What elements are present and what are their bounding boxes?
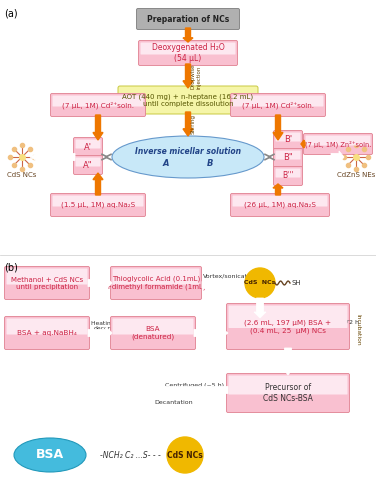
FancyArrow shape	[120, 384, 228, 396]
Text: B': B'	[284, 136, 292, 144]
Text: (7 μL, 1M) Zn²⁺soln.: (7 μL, 1M) Zn²⁺soln.	[305, 140, 371, 148]
FancyArrow shape	[93, 115, 103, 140]
Text: Thioglycolic Acid (0.1mL)
+dimethyl formamide (1mL): Thioglycolic Acid (0.1mL) +dimethyl form…	[106, 276, 206, 290]
FancyBboxPatch shape	[276, 132, 300, 141]
FancyBboxPatch shape	[76, 140, 100, 148]
Text: Heating (~70°C)
decomposition: Heating (~70°C) decomposition	[91, 320, 141, 332]
FancyBboxPatch shape	[232, 196, 327, 206]
FancyArrow shape	[301, 140, 305, 148]
Text: Precursor of
CdS NCs-BSA: Precursor of CdS NCs-BSA	[263, 384, 313, 402]
Text: Preparation of NCs: Preparation of NCs	[147, 14, 229, 24]
Text: A': A'	[84, 142, 92, 152]
FancyBboxPatch shape	[118, 86, 258, 114]
Ellipse shape	[112, 136, 264, 178]
Text: Centrifuged (~5 h): Centrifuged (~5 h)	[165, 382, 224, 388]
Text: Dropwise
injection: Dropwise injection	[191, 63, 202, 89]
FancyBboxPatch shape	[232, 96, 323, 106]
Text: CdZnS NEs: CdZnS NEs	[337, 172, 375, 178]
Ellipse shape	[14, 438, 86, 472]
Text: Vortex/sonication: Vortex/sonication	[203, 274, 258, 278]
Circle shape	[167, 437, 203, 473]
Text: A": A"	[83, 160, 93, 170]
FancyArrow shape	[273, 115, 283, 140]
FancyBboxPatch shape	[50, 194, 146, 216]
FancyBboxPatch shape	[5, 266, 89, 300]
FancyArrow shape	[183, 28, 193, 42]
FancyBboxPatch shape	[76, 158, 100, 166]
Text: BSA + aq.NaBH₄: BSA + aq.NaBH₄	[17, 330, 77, 336]
FancyBboxPatch shape	[50, 94, 146, 116]
FancyBboxPatch shape	[273, 166, 303, 186]
Text: B: B	[207, 158, 213, 168]
FancyBboxPatch shape	[136, 8, 240, 29]
FancyBboxPatch shape	[6, 318, 88, 334]
Text: (2.6 mL, 197 μM) BSA +
(0.4 mL, 25  μM) NCs: (2.6 mL, 197 μM) BSA + (0.4 mL, 25 μM) N…	[244, 320, 332, 334]
Text: B''': B'''	[282, 172, 294, 180]
Text: Decantation: Decantation	[155, 400, 193, 405]
Text: Inverse micellar solution: Inverse micellar solution	[135, 148, 241, 156]
FancyArrow shape	[30, 151, 75, 163]
FancyArrow shape	[194, 327, 228, 339]
FancyBboxPatch shape	[112, 268, 200, 284]
FancyArrow shape	[273, 184, 283, 195]
FancyBboxPatch shape	[138, 40, 238, 66]
Text: (7 μL, 1M) Cd²⁺soln.: (7 μL, 1M) Cd²⁺soln.	[62, 101, 134, 109]
FancyBboxPatch shape	[73, 156, 103, 174]
Text: SH: SH	[291, 280, 301, 286]
Text: (7 μL, 1M) Cd²⁺soln.: (7 μL, 1M) Cd²⁺soln.	[242, 101, 314, 109]
FancyArrow shape	[88, 327, 112, 339]
FancyBboxPatch shape	[276, 168, 300, 177]
FancyArrow shape	[183, 112, 193, 136]
Text: (b): (b)	[4, 262, 18, 272]
Text: A: A	[163, 158, 169, 168]
FancyArrow shape	[331, 151, 344, 163]
FancyArrow shape	[254, 298, 266, 318]
Text: 72 h: 72 h	[345, 320, 359, 324]
FancyBboxPatch shape	[6, 268, 88, 284]
FancyBboxPatch shape	[5, 316, 89, 350]
FancyBboxPatch shape	[273, 130, 303, 150]
FancyBboxPatch shape	[273, 148, 303, 168]
FancyBboxPatch shape	[229, 376, 347, 394]
FancyBboxPatch shape	[73, 138, 103, 156]
FancyBboxPatch shape	[226, 374, 350, 412]
FancyBboxPatch shape	[53, 96, 144, 106]
Text: Stirring: Stirring	[191, 114, 196, 134]
Text: CdS  NCs: CdS NCs	[244, 280, 276, 285]
Circle shape	[245, 268, 275, 298]
FancyBboxPatch shape	[112, 318, 194, 334]
FancyBboxPatch shape	[111, 266, 202, 300]
Text: AOT (440 mg) + n-heptane (16.2 mL)
until complete dissolution: AOT (440 mg) + n-heptane (16.2 mL) until…	[123, 93, 253, 107]
Text: Methanol + CdS NCs
until precipitation: Methanol + CdS NCs until precipitation	[11, 276, 83, 289]
FancyBboxPatch shape	[111, 316, 196, 350]
FancyBboxPatch shape	[226, 304, 350, 350]
Text: BSA: BSA	[36, 448, 64, 462]
Text: Incubation: Incubation	[355, 314, 361, 346]
FancyArrow shape	[93, 173, 103, 195]
Text: CdS NCs: CdS NCs	[7, 172, 37, 178]
FancyArrow shape	[183, 64, 193, 88]
Text: (26 μL, 1M) aq.Na₂S: (26 μL, 1M) aq.Na₂S	[244, 202, 316, 208]
FancyBboxPatch shape	[230, 94, 326, 116]
Text: B": B"	[283, 154, 293, 162]
Text: BSA
(denatured): BSA (denatured)	[132, 326, 174, 340]
Text: (a): (a)	[4, 8, 18, 18]
FancyArrow shape	[202, 279, 240, 291]
FancyBboxPatch shape	[305, 136, 370, 145]
FancyArrow shape	[282, 348, 294, 375]
Text: -NCH₂ C₂ ...S- - -: -NCH₂ C₂ ...S- - -	[100, 450, 161, 460]
FancyArrow shape	[88, 277, 112, 289]
FancyBboxPatch shape	[53, 196, 144, 206]
Text: (1.5 μL, 1M) aq.Na₂S: (1.5 μL, 1M) aq.Na₂S	[61, 202, 135, 208]
FancyBboxPatch shape	[229, 306, 347, 328]
FancyBboxPatch shape	[141, 42, 235, 54]
Text: Deoxygenated H₂O
(54 μL): Deoxygenated H₂O (54 μL)	[152, 44, 224, 62]
FancyBboxPatch shape	[230, 194, 329, 216]
FancyBboxPatch shape	[303, 134, 373, 154]
Text: CdS NCs: CdS NCs	[167, 450, 203, 460]
FancyBboxPatch shape	[276, 150, 300, 160]
